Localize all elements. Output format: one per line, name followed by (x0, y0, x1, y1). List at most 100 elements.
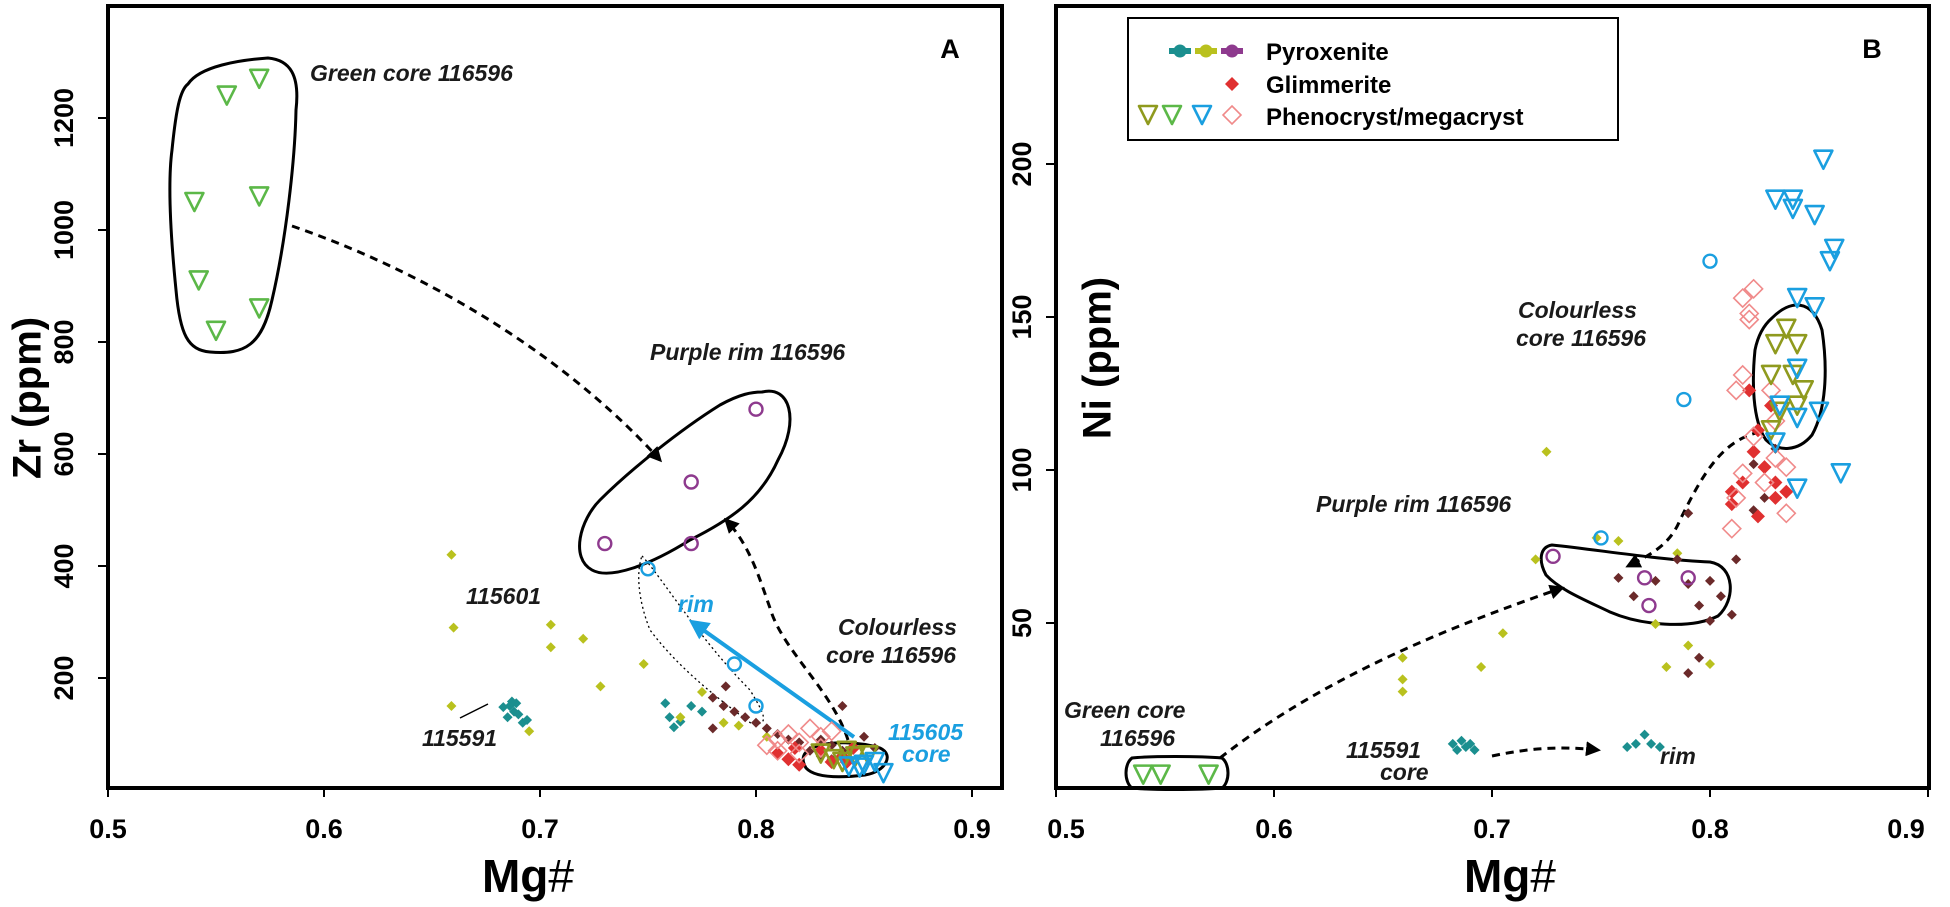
dotted-envelope-a (638, 554, 765, 725)
colourless-to-purple-arrow-a (723, 517, 850, 741)
data-point (1630, 738, 1641, 749)
y-tick-label-a: 400 (49, 543, 79, 588)
data-point (1654, 741, 1665, 752)
data-point (1541, 446, 1552, 457)
legend-symbol (1137, 104, 1159, 126)
data-point (1661, 662, 1672, 673)
data-point (1804, 204, 1825, 226)
data-point (1476, 662, 1487, 673)
colourless-to-purple-arrow-b (1625, 430, 1761, 568)
x-axis-label-b: Mg (1464, 850, 1530, 902)
annot-115601-a: 115601 (466, 583, 541, 609)
data-point (767, 729, 788, 750)
data-point (697, 687, 707, 697)
data-point (1622, 741, 1633, 752)
data-point (1760, 364, 1782, 386)
panel-b: 0.5 0.6 0.7 0.8 0.9 50 100 150 200 Mg# N… (1007, 4, 1931, 902)
data-point (1786, 358, 1808, 380)
data-point (1456, 735, 1467, 746)
annot-green-core-line1-b: Green core (1064, 697, 1186, 723)
annot-purple-rim-b: Purple rim 116596 (1316, 491, 1511, 517)
annot-green-core-a: Green core 116596 (310, 60, 513, 86)
annot-colourless-line2-b: core 116596 (1516, 325, 1646, 351)
legend-label-pyroxenite: Pyroxenite (1266, 39, 1389, 66)
data-point (1639, 729, 1650, 740)
data-point (729, 706, 740, 717)
green-core-envelope-a (168, 56, 299, 354)
data-point (216, 85, 238, 106)
x-tick-label-b: 0.6 (1255, 814, 1293, 844)
annot-115591-line2-b: core (1380, 759, 1429, 785)
data-point (1760, 419, 1782, 441)
data-point (1776, 457, 1797, 478)
data-point (668, 722, 679, 733)
data-point (1754, 472, 1775, 493)
data-point (1397, 674, 1408, 685)
data-point (1732, 463, 1753, 484)
data-point (638, 659, 649, 669)
data-point (1680, 570, 1696, 586)
x-axis-title-a: Mg# (482, 850, 574, 902)
data-point (720, 681, 731, 692)
legend-symbol (1225, 44, 1239, 58)
x-axis-symbol-a: # (548, 850, 574, 902)
data-point (1746, 444, 1761, 459)
x-ticks-a: 0.5 0.6 0.7 0.8 0.9 (89, 788, 991, 844)
y-tick-label-b: 50 (1007, 608, 1037, 638)
data-point (513, 709, 524, 720)
data-point (1694, 652, 1705, 663)
data-point (761, 723, 772, 734)
data-point (640, 561, 656, 577)
data-point (1646, 738, 1657, 749)
data-point (1743, 278, 1764, 299)
data-point (837, 701, 848, 711)
data-point (1683, 508, 1694, 519)
x-tick-label-b: 0.9 (1887, 814, 1925, 844)
green-to-purple-arrow-a (291, 224, 663, 463)
data-point (1750, 423, 1765, 438)
data-point (748, 401, 764, 417)
data-point (1819, 250, 1841, 272)
data-point (248, 68, 270, 90)
data-point (1739, 309, 1760, 330)
data-point (1732, 364, 1753, 386)
data-point (1465, 738, 1476, 749)
legend-symbol (1221, 104, 1243, 126)
x-tick-label-b: 0.5 (1047, 814, 1085, 844)
data-point (675, 712, 686, 723)
data-point (792, 757, 807, 772)
y-axis-title-a: Zr (ppm) (6, 317, 50, 479)
x-tick-label-a: 0.9 (953, 814, 991, 844)
data-point (836, 740, 858, 762)
data-point (1765, 189, 1786, 210)
x-tick-label-b: 0.8 (1691, 814, 1729, 844)
data-point (1731, 554, 1742, 565)
data-point (1765, 447, 1786, 469)
data-point (772, 729, 783, 739)
x-axis-label-a: Mg (482, 850, 548, 902)
green-to-purple-arrow-b (1219, 584, 1565, 760)
data-point (1782, 198, 1804, 220)
panel-letter-b: B (1862, 34, 1882, 64)
colourless-envelope-b (1751, 303, 1827, 450)
data-point (1724, 484, 1739, 499)
y-axis-title-b: Ni (ppm) (1076, 277, 1120, 439)
y-tick-label-a: 200 (49, 655, 79, 700)
data-point (1694, 600, 1705, 611)
data-point (1808, 401, 1830, 423)
core-to-rim-arrow-b (1491, 741, 1601, 758)
x-tick-label-a: 0.7 (521, 814, 559, 844)
data-point (1641, 597, 1657, 614)
data-point (1672, 554, 1683, 565)
annot-115591-a: 115591 (422, 725, 497, 751)
y-tick-label-a: 1200 (49, 88, 79, 148)
data-point (1150, 764, 1171, 785)
y-ticks-b: 50 100 150 200 (1007, 141, 1056, 638)
data-point (1786, 287, 1808, 309)
annot-colourless-line2-a: core 116596 (826, 642, 956, 668)
x-axis-symbol-b: # (1530, 850, 1556, 902)
data-point (597, 535, 613, 552)
plot-frame-a (106, 4, 1004, 790)
data-point (751, 717, 761, 728)
data-point (1198, 764, 1219, 785)
